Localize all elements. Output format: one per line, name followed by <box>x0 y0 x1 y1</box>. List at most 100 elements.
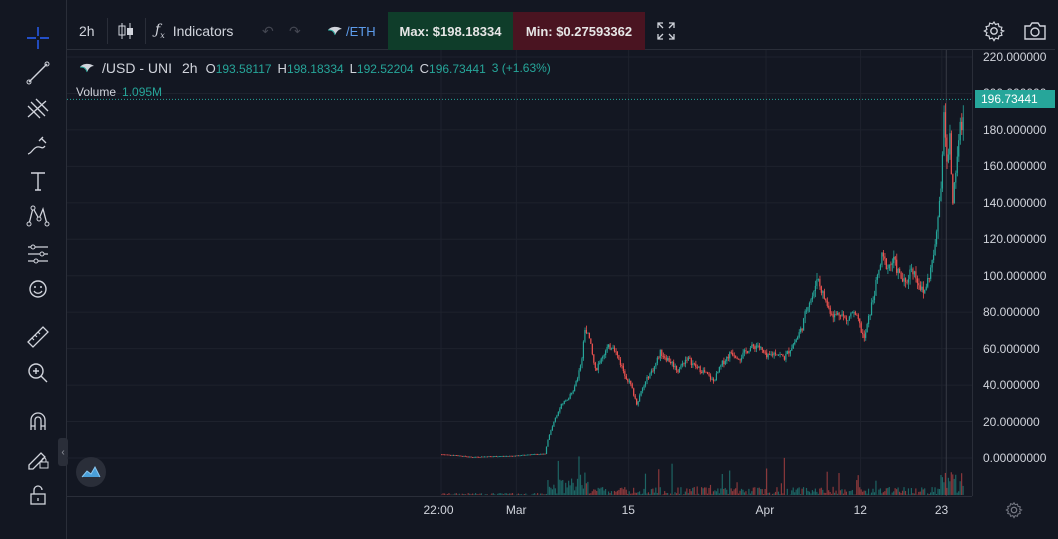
candle-body <box>603 355 605 357</box>
candle-body <box>575 381 577 387</box>
candle-body <box>609 344 611 350</box>
compare-symbol-button[interactable]: /ETH <box>327 12 376 50</box>
candle-body <box>740 358 743 361</box>
candle-body <box>770 354 772 356</box>
candle-body <box>571 393 573 395</box>
symbol-label[interactable]: /USD - UNI <box>102 60 172 76</box>
candle-body <box>872 299 874 303</box>
volume-bar <box>628 491 630 495</box>
volume-bar <box>792 487 794 495</box>
candle-body <box>641 388 644 392</box>
candle-body <box>593 354 595 363</box>
ruler-icon[interactable] <box>22 323 54 351</box>
collapse-toolbar-button[interactable]: ‹ <box>58 438 68 466</box>
unlock-icon[interactable] <box>22 481 54 509</box>
volume-bar <box>480 493 483 495</box>
candle-body <box>622 365 624 372</box>
trend-line-icon[interactable] <box>22 59 54 87</box>
volume-bar <box>947 477 949 495</box>
volume-bar <box>569 485 571 495</box>
volume-bar <box>798 487 800 495</box>
candle-body <box>607 344 610 348</box>
candle-body <box>776 354 778 356</box>
candle-body <box>955 172 957 183</box>
candle-body <box>854 311 856 315</box>
volume-bar <box>636 492 638 495</box>
volume-bar <box>940 474 942 495</box>
brush-icon[interactable] <box>22 131 54 159</box>
emoji-icon[interactable] <box>22 275 54 303</box>
candle-body <box>733 355 735 357</box>
camera-icon[interactable] <box>1023 12 1047 50</box>
candle-body <box>742 352 744 359</box>
candle-body <box>696 367 698 368</box>
candle-body <box>921 286 923 290</box>
volume-bar <box>705 487 707 495</box>
interval-button[interactable]: 2h <box>79 23 95 39</box>
candle-body <box>486 456 488 458</box>
brand-logo-icon[interactable] <box>76 457 106 487</box>
volume-bar <box>554 488 556 495</box>
candle-body <box>878 269 880 275</box>
redo-icon[interactable]: ↷ <box>289 22 301 39</box>
volume-bar <box>446 494 449 495</box>
magnet-icon[interactable] <box>22 407 54 435</box>
volume-bar <box>593 489 595 495</box>
indicators-button[interactable]: ƒx Indicators <box>155 12 233 50</box>
volume-bar <box>811 490 814 495</box>
volume-bar <box>807 490 809 495</box>
candle-body <box>628 380 630 382</box>
volume-bar <box>656 492 658 495</box>
candle-body <box>717 371 719 374</box>
volume-bar <box>640 494 642 495</box>
pattern-icon[interactable] <box>22 202 54 230</box>
volume-bar <box>477 494 480 495</box>
fullscreen-icon[interactable] <box>657 12 675 50</box>
candle-body <box>779 354 781 355</box>
volume-bar <box>853 494 855 495</box>
undo-icon[interactable]: ↶ <box>262 22 274 39</box>
candle-body <box>525 454 527 456</box>
candle-body <box>882 252 884 257</box>
candle-body <box>671 361 673 364</box>
axis-settings-icon[interactable] <box>1004 500 1024 520</box>
candle-body <box>794 342 796 345</box>
candle-body <box>887 268 889 270</box>
token-logo-icon <box>327 26 342 36</box>
volume-bar <box>814 488 816 495</box>
volume-bar <box>720 488 722 495</box>
settings-gear-icon[interactable] <box>983 12 1005 50</box>
candle-body <box>522 454 524 456</box>
candle-body <box>723 360 725 365</box>
candle-body <box>894 256 896 260</box>
volume-bar <box>585 483 587 495</box>
volume-bar <box>548 486 551 495</box>
candle-body <box>782 354 784 357</box>
candle-body <box>720 365 722 367</box>
candle-body <box>544 453 546 455</box>
lock-draw-icon[interactable] <box>22 444 54 472</box>
volume-bar <box>658 469 660 495</box>
candle-body <box>692 363 694 366</box>
price-chart[interactable] <box>67 50 972 496</box>
candle-body <box>585 329 587 333</box>
volume-bar <box>624 487 626 495</box>
volume-bar <box>941 477 944 495</box>
candle-body <box>485 456 487 458</box>
text-icon[interactable] <box>22 167 54 195</box>
candle-body <box>684 359 686 365</box>
candle-body <box>848 316 850 320</box>
candles-icon[interactable] <box>117 12 135 50</box>
candle-body <box>927 278 929 287</box>
pitchfork-icon[interactable] <box>22 95 54 123</box>
zoom-icon[interactable] <box>22 359 54 387</box>
price-axis[interactable]: 220.000000200.000000180.000000160.000000… <box>972 50 1058 496</box>
volume-bar <box>451 494 453 495</box>
candle-body <box>638 395 641 402</box>
measure-icon[interactable] <box>22 240 54 268</box>
candle-body <box>541 453 543 455</box>
time-axis[interactable]: 22:00 Mar 15 Apr 12 23 <box>67 496 972 526</box>
crosshair-icon[interactable] <box>22 24 54 52</box>
candle-body <box>828 305 830 308</box>
volume-bar <box>655 487 657 495</box>
